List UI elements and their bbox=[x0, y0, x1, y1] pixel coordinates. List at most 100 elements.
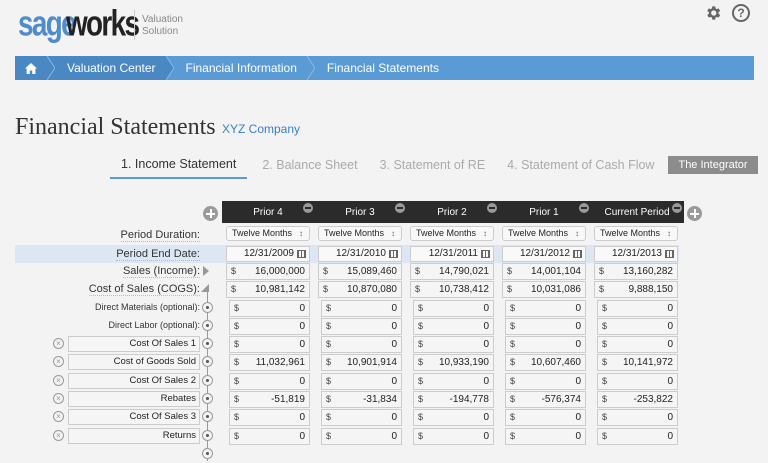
custom-row-cell[interactable]: $0 bbox=[321, 428, 402, 445]
remove-row-icon[interactable]: × bbox=[53, 338, 64, 349]
period-end-date-input[interactable]: 12/31/2010 bbox=[318, 246, 402, 262]
integrator-button[interactable]: The Integrator bbox=[668, 156, 758, 174]
cogs-cell[interactable]: $10,738,412 bbox=[410, 281, 494, 298]
direct-labor-cell[interactable]: $0 bbox=[413, 318, 494, 335]
remove-column-icon[interactable] bbox=[579, 203, 589, 213]
breadcrumb-home[interactable] bbox=[15, 56, 47, 80]
custom-row-cell[interactable]: $0 bbox=[229, 428, 310, 445]
remove-row-icon[interactable]: × bbox=[53, 393, 64, 404]
remove-row-icon[interactable]: × bbox=[53, 430, 64, 441]
cogs-cell[interactable]: $10,870,080 bbox=[318, 281, 402, 298]
direct-labor-cell[interactable]: $0 bbox=[321, 318, 402, 335]
direct-materials-cell[interactable]: $0 bbox=[321, 300, 402, 317]
add-subitem-icon[interactable] bbox=[202, 302, 213, 313]
custom-row-cell[interactable]: $0 bbox=[597, 409, 678, 426]
period-duration-select[interactable]: Twelve Months ↕ bbox=[410, 226, 494, 241]
calendar-icon[interactable] bbox=[481, 250, 490, 258]
calendar-icon[interactable] bbox=[573, 250, 582, 258]
expand-arrow-icon[interactable] bbox=[203, 266, 209, 276]
row-name-input[interactable]: Cost Of Sales 2 bbox=[68, 373, 200, 389]
custom-row-cell[interactable]: $ -51,819 bbox=[229, 391, 310, 408]
row-name-input[interactable]: Cost of Goods Sold bbox=[68, 354, 200, 370]
sales-cell[interactable]: $15,089,460 bbox=[318, 263, 402, 280]
custom-row-cell[interactable]: $ -31,834 bbox=[321, 391, 402, 408]
row-name-input[interactable]: Cost Of Sales 1 bbox=[68, 336, 200, 352]
custom-row-cell[interactable]: $0 bbox=[321, 336, 402, 353]
custom-row-cell[interactable]: $0 bbox=[229, 336, 310, 353]
direct-materials-cell[interactable]: $0 bbox=[597, 300, 678, 317]
period-end-date-input[interactable]: 12/31/2009 bbox=[226, 246, 310, 262]
sageworks-logo[interactable]: sage works bbox=[18, 4, 140, 44]
custom-row-cell[interactable]: $0 bbox=[597, 336, 678, 353]
gear-icon[interactable] bbox=[704, 4, 722, 22]
custom-row-cell[interactable]: $0 bbox=[321, 373, 402, 390]
direct-labor-cell[interactable]: $0 bbox=[229, 318, 310, 335]
period-end-date-input[interactable]: 12/31/2012 bbox=[502, 246, 586, 262]
custom-row-cell[interactable]: $0 bbox=[597, 373, 678, 390]
remove-column-icon[interactable] bbox=[395, 203, 405, 213]
remove-row-icon[interactable]: × bbox=[53, 356, 64, 367]
row-name-input[interactable]: Cost Of Sales 3 bbox=[68, 409, 200, 425]
add-subitem-icon[interactable] bbox=[202, 430, 213, 441]
calendar-icon[interactable] bbox=[297, 250, 306, 258]
add-next-period-icon[interactable] bbox=[687, 206, 702, 221]
custom-row-cell[interactable]: $0 bbox=[229, 373, 310, 390]
company-name-link[interactable]: XYZ Company bbox=[222, 122, 301, 136]
period-duration-select[interactable]: Twelve Months ↕ bbox=[318, 226, 402, 241]
remove-column-icon[interactable] bbox=[487, 203, 497, 213]
custom-row-cell[interactable]: $0 bbox=[229, 409, 310, 426]
custom-row-cell[interactable]: $ -576,374 bbox=[505, 391, 586, 408]
custom-row-cell[interactable]: $0 bbox=[413, 409, 494, 426]
period-end-date-input[interactable]: 12/31/2011 bbox=[410, 246, 494, 262]
custom-row-cell[interactable]: $10,933,190 bbox=[413, 354, 494, 371]
cogs-cell[interactable]: $9,888,150 bbox=[594, 281, 678, 298]
direct-materials-cell[interactable]: $0 bbox=[413, 300, 494, 317]
add-subitem-icon[interactable] bbox=[202, 393, 213, 404]
custom-row-cell[interactable]: $10,901,914 bbox=[321, 354, 402, 371]
add-subitem-icon[interactable] bbox=[202, 356, 213, 367]
custom-row-cell[interactable]: $10,141,972 bbox=[597, 354, 678, 371]
add-subitem-icon[interactable] bbox=[202, 320, 213, 331]
custom-row-cell[interactable]: $ -194,778 bbox=[413, 391, 494, 408]
custom-row-cell[interactable]: $0 bbox=[413, 336, 494, 353]
custom-row-cell[interactable]: $0 bbox=[505, 373, 586, 390]
period-duration-select[interactable]: Twelve Months ↕ bbox=[594, 226, 678, 241]
tab-statement-of-re[interactable]: 3. Statement of RE bbox=[379, 158, 486, 172]
period-duration-select[interactable]: Twelve Months ↕ bbox=[502, 226, 586, 241]
direct-labor-cell[interactable]: $0 bbox=[597, 318, 678, 335]
custom-row-cell[interactable]: $10,607,460 bbox=[505, 354, 586, 371]
direct-labor-cell[interactable]: $0 bbox=[505, 318, 586, 335]
period-duration-select[interactable]: Twelve Months ↕ bbox=[226, 226, 310, 241]
sales-cell[interactable]: $16,000,000 bbox=[226, 263, 310, 280]
cogs-cell[interactable]: $10,031,086 bbox=[502, 281, 586, 298]
direct-materials-cell[interactable]: $0 bbox=[229, 300, 310, 317]
cogs-cell[interactable]: $10,981,142 bbox=[226, 281, 310, 298]
breadcrumb-valuation-center[interactable]: Valuation Center bbox=[55, 56, 166, 80]
custom-row-cell[interactable]: $0 bbox=[597, 428, 678, 445]
custom-row-cell[interactable]: $0 bbox=[505, 428, 586, 445]
remove-column-icon[interactable] bbox=[303, 203, 313, 213]
collapse-arrow-icon[interactable] bbox=[201, 284, 209, 292]
period-end-date-input[interactable]: 12/31/2013 bbox=[594, 246, 678, 262]
remove-row-icon[interactable]: × bbox=[53, 411, 64, 422]
calendar-icon[interactable] bbox=[389, 250, 398, 258]
custom-row-cell[interactable]: $0 bbox=[413, 373, 494, 390]
custom-row-cell[interactable]: $ -253,822 bbox=[597, 391, 678, 408]
custom-row-cell[interactable]: $11,032,961 bbox=[229, 354, 310, 371]
sales-cell[interactable]: $13,160,282 bbox=[594, 263, 678, 280]
row-name-input[interactable]: Rebates bbox=[68, 391, 200, 407]
tab-balance-sheet[interactable]: 2. Balance Sheet bbox=[262, 158, 358, 172]
breadcrumb-financial-information[interactable]: Financial Information bbox=[185, 61, 297, 75]
tab-statement-of-cash-flow[interactable]: 4. Statement of Cash Flow bbox=[507, 158, 655, 172]
calendar-icon[interactable] bbox=[665, 250, 674, 258]
custom-row-cell[interactable]: $0 bbox=[505, 336, 586, 353]
sales-cell[interactable]: $14,790,021 bbox=[410, 263, 494, 280]
remove-row-icon[interactable]: × bbox=[53, 375, 64, 386]
row-name-input[interactable]: Returns bbox=[68, 428, 200, 444]
sales-cell[interactable]: $14,001,104 bbox=[502, 263, 586, 280]
custom-row-cell[interactable]: $0 bbox=[321, 409, 402, 426]
tab-income-statement[interactable]: 1. Income Statement bbox=[110, 157, 248, 179]
add-prior-period-icon[interactable] bbox=[203, 206, 218, 221]
help-icon[interactable]: ? bbox=[732, 4, 750, 22]
remove-column-icon[interactable] bbox=[672, 203, 682, 213]
